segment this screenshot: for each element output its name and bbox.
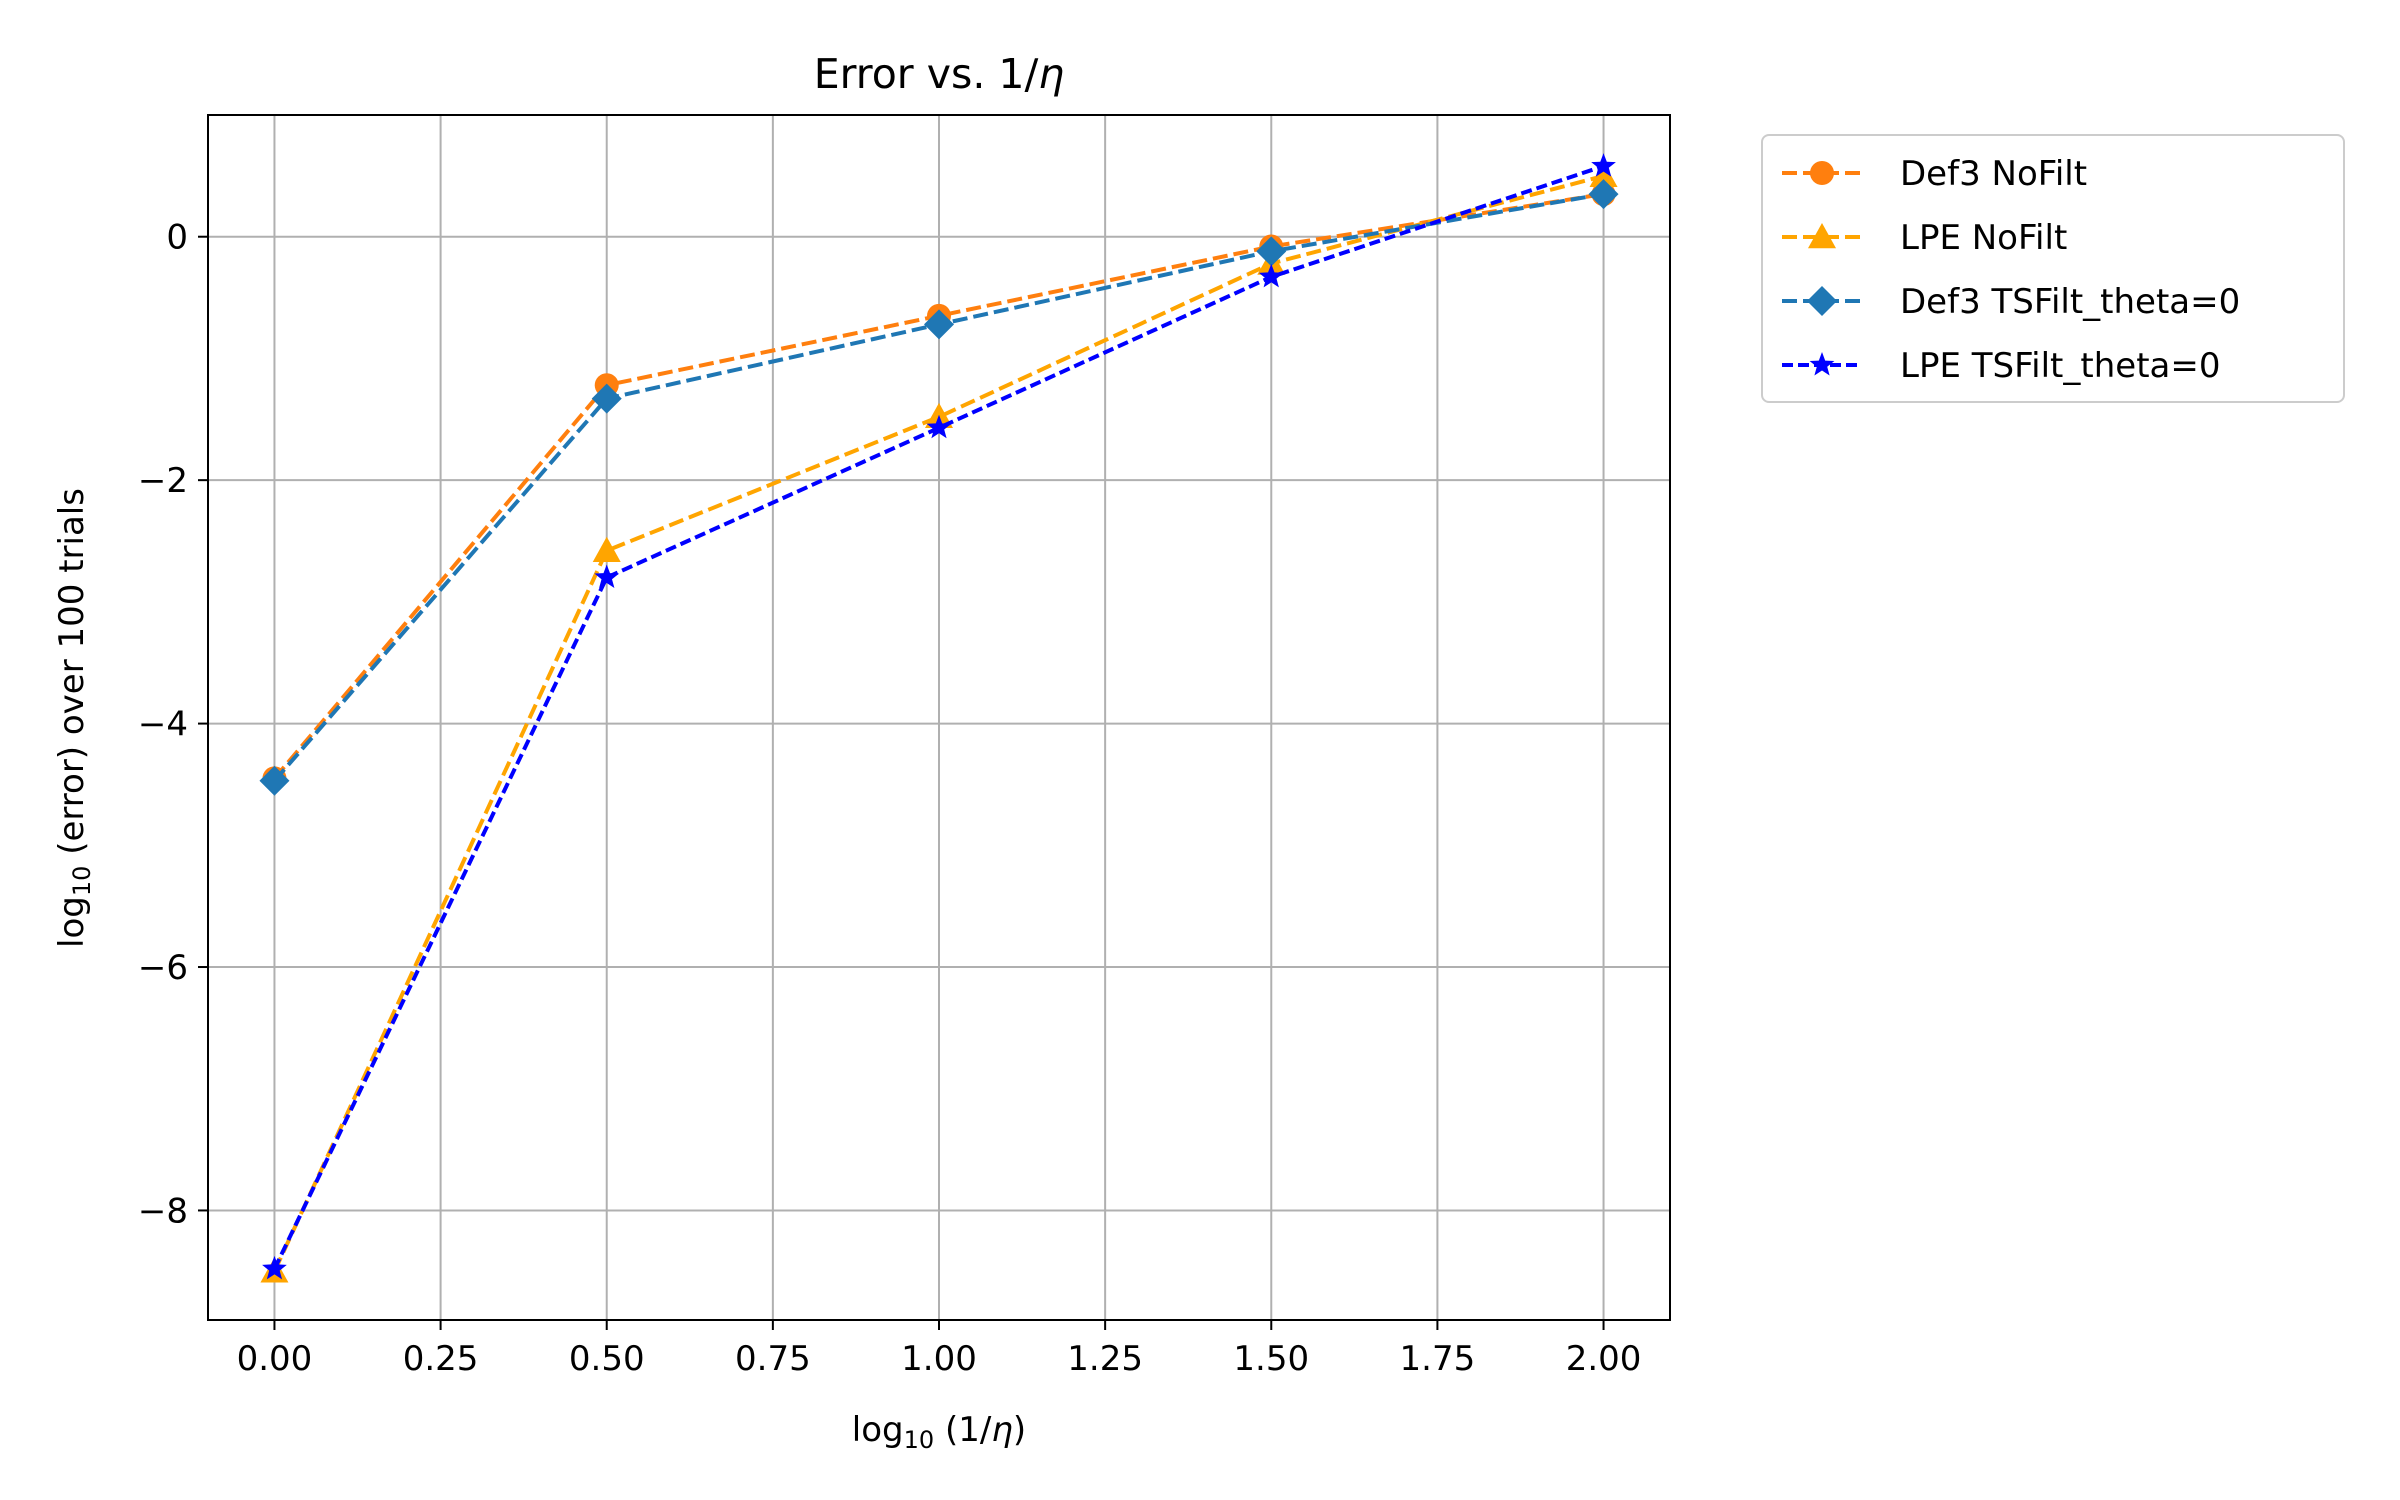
legend-item: Def3 TSFilt_theta=0: [1782, 282, 2240, 322]
data-point: [591, 383, 622, 414]
legend-item: LPE TSFilt_theta=0: [1782, 346, 2220, 386]
legend-frame: [1761, 134, 2345, 403]
data-point: [594, 564, 620, 588]
data-point: [592, 536, 621, 562]
x-tick-label: 0.00: [237, 1339, 313, 1379]
data-point: [1808, 223, 1836, 249]
data-point: [259, 765, 290, 796]
series-3: [259, 179, 1619, 796]
x-tick-label: 1.00: [901, 1339, 977, 1379]
y-tick-label: −4: [138, 705, 188, 745]
data-point: [1807, 286, 1837, 316]
data-point: [262, 1255, 287, 1280]
y-tick-label: −8: [138, 1191, 188, 1231]
legend-item: Def3 NoFilt: [1782, 154, 2087, 194]
data-point: [1591, 153, 1616, 177]
x-tick-label: 0.50: [569, 1339, 645, 1379]
legend-label: LPE NoFilt: [1900, 218, 2067, 258]
x-axis: 0.00 0.25 0.50 0.75 1.00 1.25 1.50 1.75 2.00: [237, 1320, 1642, 1379]
x-tick-label: 1.25: [1067, 1339, 1143, 1379]
x-tick-label: 0.75: [735, 1339, 811, 1379]
series-4: [262, 153, 1616, 1280]
data-point: [1588, 179, 1619, 210]
data-point: [1809, 352, 1835, 376]
y-tick-label: 0: [166, 218, 188, 258]
grid: [208, 115, 1670, 1320]
legend-item: LPE NoFilt: [1782, 218, 2067, 258]
x-tick-label: 1.75: [1400, 1339, 1476, 1379]
legend-label: Def3 TSFilt_theta=0: [1900, 282, 2240, 322]
legend-label: LPE TSFilt_theta=0: [1900, 346, 2220, 386]
x-tick-label: 0.25: [403, 1339, 479, 1379]
x-tick-label: 2.00: [1566, 1339, 1642, 1379]
x-tick-label: 1.50: [1233, 1339, 1309, 1379]
y-tick-label: −2: [138, 461, 188, 501]
legend-label: Def3 NoFilt: [1900, 154, 2087, 194]
series-layer: [259, 153, 1619, 1283]
chart-title: Error vs. 1/η: [814, 50, 1065, 98]
y-tick-label: −6: [138, 948, 188, 988]
data-point: [1258, 263, 1284, 288]
y-axis: 0 −2 −4 −6 −8: [138, 218, 208, 1231]
legend: Def3 NoFilt LPE NoFilt Def3 TSFilt_theta=0…: [1761, 134, 2345, 403]
data-point: [1589, 161, 1618, 188]
data-point: [1256, 236, 1287, 267]
data-point: [1810, 161, 1834, 185]
x-axis-label: log10 (1/η): [852, 1410, 1026, 1454]
series-line: [272, 173, 1605, 1273]
data-point: [924, 309, 954, 340]
data-point: [926, 414, 952, 439]
y-axis-label: log10 (error) over 100 trials: [52, 488, 96, 948]
